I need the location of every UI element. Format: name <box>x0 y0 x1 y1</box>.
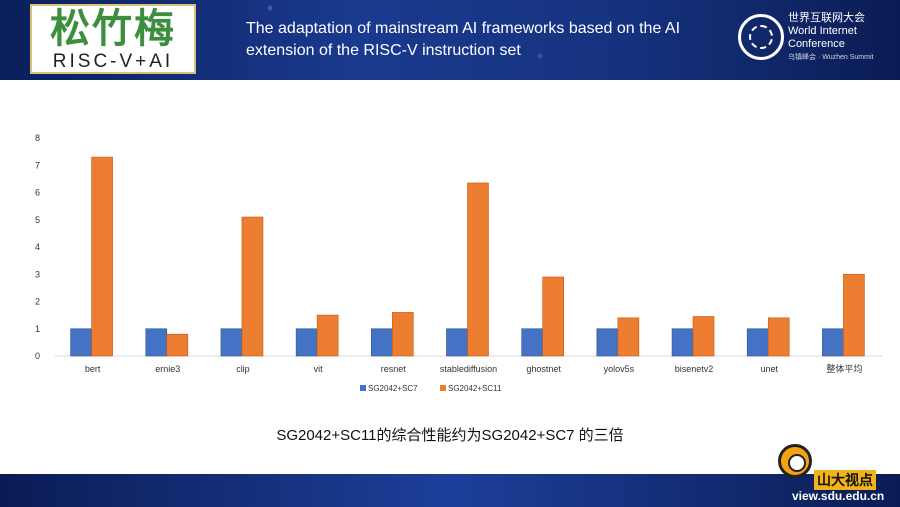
bar-sc11 <box>767 317 790 357</box>
y-tick-label: 1 <box>35 324 40 334</box>
wic-line4: 乌镇峰会 · Wuzhen Summit <box>788 54 874 61</box>
x-tick-label: bisenetv2 <box>675 364 714 374</box>
y-tick-label: 4 <box>35 242 40 252</box>
wic-emblem-icon <box>738 14 784 60</box>
legend-label: SG2042+SC11 <box>448 384 502 393</box>
footer-banner <box>0 474 900 507</box>
sdu-logo: 山大视点 view.sdu.edu.cn <box>770 442 900 507</box>
bar-sc11 <box>392 312 414 357</box>
x-tick-label: vit <box>314 364 323 374</box>
x-tick-label: ghostnet <box>526 364 561 374</box>
legend-label: SG2042+SC7 <box>368 384 418 393</box>
y-tick-label: 3 <box>35 269 40 279</box>
x-tick-label: unet <box>760 364 778 374</box>
x-tick-label: stablediffusion <box>440 364 497 374</box>
y-tick-label: 7 <box>35 160 40 170</box>
legend-swatch <box>440 385 446 391</box>
header-banner: 松竹梅 RISC-V+AI The adaptation of mainstre… <box>0 0 900 80</box>
bar-sc7 <box>822 328 844 357</box>
x-tick-label: clip <box>236 364 250 374</box>
sdu-brand: 山大视点 <box>814 470 876 490</box>
bar-sc7 <box>446 328 468 357</box>
wic-text: 世界互联网大会 World Internet Conference 乌镇峰会 ·… <box>788 12 873 64</box>
sdu-url: view.sdu.edu.cn <box>792 489 885 503</box>
wic-line2: World Internet <box>788 25 857 37</box>
bar-sc11 <box>91 156 113 357</box>
x-tick-label: ernie3 <box>155 364 180 374</box>
bar-sc7 <box>596 328 619 357</box>
bar-sc11 <box>617 317 640 357</box>
logo-chinese-text: 松竹梅 <box>50 6 176 52</box>
chart-caption: SG2042+SC11的综合性能约为SG2042+SC7 的三倍 <box>276 427 624 444</box>
logo: 松竹梅 RISC-V+AI <box>30 4 196 74</box>
bar-chart: 0 1 2 3 4 5 6 7 8 bert ernie3 clip vit resnet stabledi… <box>35 133 882 393</box>
sdu-emblem-icon <box>778 444 812 478</box>
bar-sc7 <box>145 328 168 357</box>
y-tick-label: 0 <box>35 351 40 361</box>
logo-english-text: RISC-V+AI <box>52 51 174 72</box>
bar-sc7 <box>295 328 318 357</box>
bar-sc11 <box>316 314 339 357</box>
wic-line3: Conference <box>788 38 845 50</box>
y-tick-label: 2 <box>35 297 40 307</box>
legend-swatch <box>360 385 366 391</box>
bar-sc7 <box>671 328 694 357</box>
bar-sc11 <box>843 273 865 357</box>
bar-sc11 <box>692 316 715 357</box>
bar-sc11 <box>542 276 564 357</box>
wic-line1: 世界互联网大会 <box>788 12 865 24</box>
x-tick-label: 整体平均 <box>826 363 862 374</box>
bar-sc11 <box>467 182 489 357</box>
x-tick-label: resnet <box>381 364 407 374</box>
bar-sc7 <box>220 328 243 357</box>
y-tick-label: 8 <box>35 133 40 143</box>
bar-sc7 <box>746 328 769 357</box>
x-tick-label: yolov5s <box>604 364 635 374</box>
x-tick-label: bert <box>85 364 101 374</box>
wic-logo: 世界互联网大会 World Internet Conference 乌镇峰会 ·… <box>738 10 898 70</box>
bar-sc7 <box>371 328 393 357</box>
bar-sc11 <box>241 216 264 357</box>
y-tick-label: 5 <box>35 215 40 225</box>
bar-sc7 <box>521 328 543 357</box>
slide-title: The adaptation of mainstream AI framewor… <box>246 20 681 59</box>
bar-sc7 <box>70 328 92 357</box>
bar-sc11 <box>166 333 189 357</box>
y-tick-label: 6 <box>35 188 40 198</box>
